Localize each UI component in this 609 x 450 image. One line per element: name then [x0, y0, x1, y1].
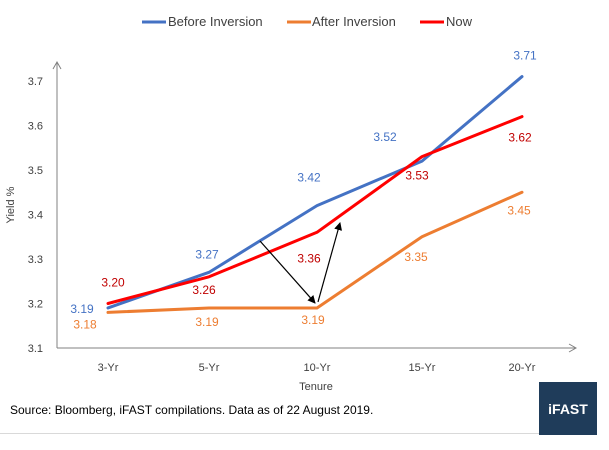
legend: Before Inversion After Inversion Now: [142, 14, 473, 29]
data-label: 3.18: [73, 317, 97, 331]
series-lines: [106, 75, 524, 314]
footer-divider: [0, 433, 539, 434]
y-tick-label: 3.1: [28, 343, 43, 355]
yield-curve-chart: Before Inversion After Inversion Now 3.13.…: [5, 14, 578, 393]
data-label: 3.52: [373, 130, 397, 144]
data-label: 3.45: [507, 203, 531, 217]
y-tick-label: 3.7: [28, 76, 43, 88]
data-label: 3.35: [404, 250, 428, 264]
series-line: [106, 75, 524, 310]
x-tick-label: 20-Yr: [509, 362, 536, 374]
y-tick-label: 3.4: [28, 210, 43, 222]
annotation-arrow: [317, 222, 342, 303]
x-tick-label: 10-Yr: [304, 362, 331, 374]
x-tick-label: 3-Yr: [98, 362, 119, 374]
series-line: [106, 190, 524, 314]
data-label: 3.36: [297, 251, 321, 265]
y-tick-label: 3.5: [28, 165, 43, 177]
source-note: Source: Bloomberg, iFAST compilations. D…: [10, 403, 374, 417]
annotation-arrows: [259, 222, 342, 304]
data-label: 3.26: [192, 283, 216, 297]
data-label: 3.19: [301, 313, 325, 327]
data-label: 3.20: [101, 276, 125, 290]
chart-footer: Source: Bloomberg, iFAST compilations. D…: [0, 382, 609, 450]
data-label: 3.62: [508, 131, 532, 145]
data-label: 3.19: [70, 302, 94, 316]
axes: 3.1 3.2 3.3 3.4 3.5 3.6 3.7 3-Yr 5-Yr 10-Yr 15-Yr 2…: [5, 60, 578, 393]
y-axis-arrow: [52, 60, 62, 70]
y-tick-label: 3.2: [28, 299, 43, 311]
y-tick-label: 3.6: [28, 121, 43, 133]
ifast-logo: iFAST: [539, 382, 597, 435]
data-label: 3.27: [195, 247, 219, 261]
y-axis-title: Yield %: [5, 186, 17, 223]
x-axis-title: Tenure: [299, 381, 333, 393]
legend-label: Before Inversion: [168, 14, 263, 29]
x-axis-arrow: [568, 343, 578, 353]
legend-label: After Inversion: [312, 14, 396, 29]
legend-label: Now: [446, 14, 473, 29]
data-label: 3.19: [195, 315, 219, 329]
y-tick-label: 3.3: [28, 254, 43, 266]
x-tick-label: 15-Yr: [409, 362, 436, 374]
x-tick-label: 5-Yr: [199, 362, 220, 374]
data-label: 3.71: [513, 49, 537, 63]
data-label: 3.42: [297, 171, 321, 185]
annotation-arrow: [259, 240, 316, 304]
data-labels: 3.193.273.423.523.713.18 3.19 3.193.353.45…: [70, 49, 537, 332]
series-line: [106, 115, 524, 305]
data-label: 3.53: [405, 169, 429, 183]
